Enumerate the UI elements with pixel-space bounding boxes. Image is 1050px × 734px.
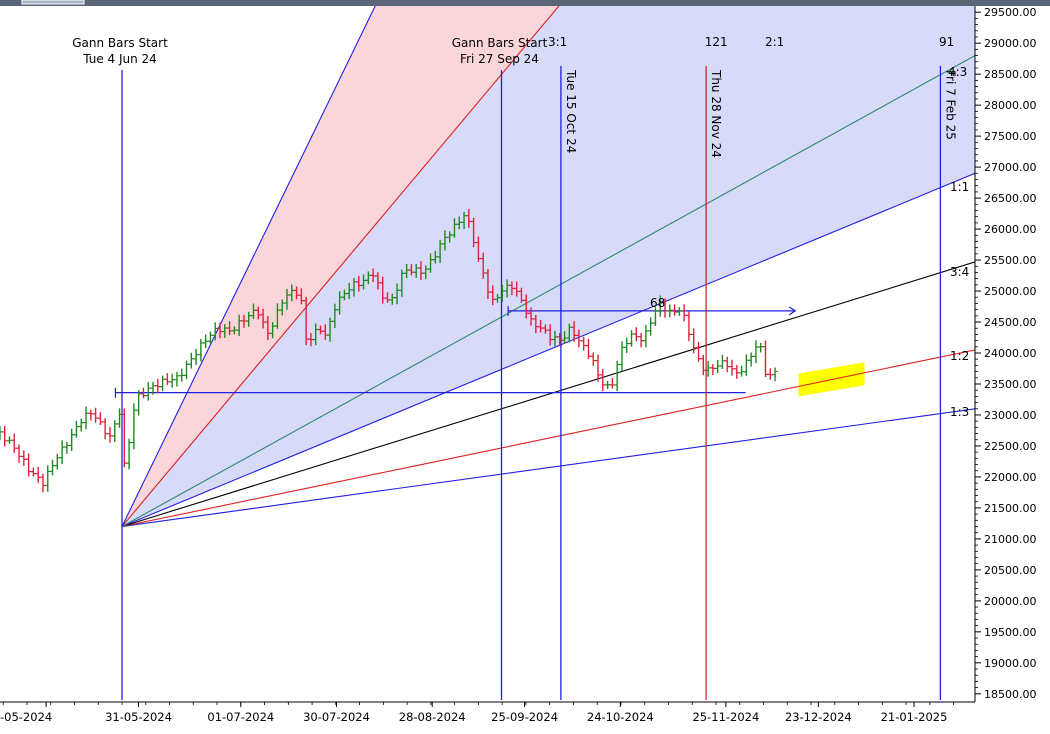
fan-line-3-4 (121, 261, 975, 528)
vline-sublabel-0: Tue 4 Jun 24 (82, 52, 157, 66)
annotation-layer: 1:3 1:2 3:4 1:1 4:3 2:1 3:1 68 Gann Bars Start Tu… (72, 35, 969, 419)
y-tick-label-0: 29500.00 (984, 6, 1037, 19)
vline-label-4: Fri 7 Feb 25 (943, 70, 957, 140)
cycle-count-0: 121 (705, 35, 728, 49)
x-tick-label-9: 21-01-2025 (881, 710, 948, 724)
x-tick-label-4: 28-08-2024 (399, 710, 466, 724)
y-tick-label-19: 20000.00 (984, 595, 1037, 608)
x-tick-label-3: 30-07-2024 (303, 710, 370, 724)
x-tick-label-1: 31-05-2024 (105, 710, 172, 724)
y-tick-label-5: 27000.00 (984, 161, 1037, 174)
x-tick-label-8: 23-12-2024 (785, 710, 852, 724)
y-tick-label-2: 28500.00 (984, 68, 1037, 81)
y-tick-label-8: 25500.00 (984, 254, 1037, 267)
y-tick-label-11: 24000.00 (984, 347, 1037, 360)
horizontal-lines-layer (114, 305, 797, 398)
y-tick-label-17: 21000.00 (984, 533, 1037, 546)
fan-lines-layer (121, 6, 975, 528)
y-tick-label-10: 24500.00 (984, 316, 1037, 329)
top-strip-tab (21, 0, 85, 5)
fan-label-3-4: 3:4 (950, 265, 969, 279)
hline-arrow-1 (788, 306, 797, 316)
fan-line-2-1 (121, 6, 560, 527)
y-tick-label-16: 21500.00 (984, 502, 1037, 515)
fan-label-2-1: 2:1 (765, 35, 784, 49)
x-tick-label-7: 25-11-2024 (692, 710, 759, 724)
vline-sublabel-1: Fri 27 Sep 24 (460, 52, 539, 66)
x-tick-label-6: 24-10-2024 (587, 710, 654, 724)
fan-label-1-3: 1:3 (950, 405, 969, 419)
y-tick-label-13: 23000.00 (984, 409, 1037, 422)
vline-label-2: Tue 15 Oct 24 (564, 69, 578, 153)
y-tick-label-22: 18500.00 (984, 688, 1037, 701)
y-tick-label-20: 19500.00 (984, 626, 1037, 639)
axis-layer: 29500.00 29000.00 28500.00 28000.00 27500.00… (0, 6, 1037, 724)
y-tick-label-14: 22500.00 (984, 440, 1037, 453)
y-tick-label-15: 22000.00 (984, 471, 1037, 484)
hline-label-1: 68 (650, 296, 665, 310)
fan-label-1-1: 1:1 (950, 180, 969, 194)
fan-line-1-1 (121, 172, 975, 528)
y-tick-label-9: 25000.00 (984, 285, 1037, 298)
top-strip (0, 0, 1050, 6)
y-tick-label-1: 29000.00 (984, 37, 1037, 50)
y-tick-label-21: 19000.00 (984, 657, 1037, 670)
fan-line-1-3 (121, 408, 975, 528)
fan-label-1-2: 1:2 (950, 349, 969, 363)
vline-label-0: Gann Bars Start (72, 36, 168, 50)
cycle-count-1: 91 (939, 35, 954, 49)
y-tick-label-3: 28000.00 (984, 99, 1037, 112)
vertical-lines-layer (121, 66, 942, 700)
y-tick-label-12: 23500.00 (984, 378, 1037, 391)
x-tick-label-2: 01-07-2024 (207, 710, 274, 724)
ohlc-bars-layer (0, 208, 778, 493)
fan-line-4-3 (121, 55, 975, 527)
fan-label-4-3: 4:3 (948, 65, 967, 79)
top-toolbar-strip (0, 0, 1050, 6)
y-tick-label-18: 20500.00 (984, 564, 1037, 577)
vline-label-3: Thu 28 Nov 24 (709, 69, 723, 158)
fan-line-3-1 (121, 6, 376, 527)
x-tick-label-0: -05-2024 (0, 710, 52, 724)
y-tick-label-7: 26000.00 (984, 223, 1037, 236)
vline-label-1: Gann Bars Start (452, 36, 548, 50)
y-tick-label-6: 26500.00 (984, 192, 1037, 205)
y-tick-label-4: 27500.00 (984, 130, 1037, 143)
fan-line-1-2 (121, 349, 975, 528)
fan-label-3-1: 3:1 (548, 35, 567, 49)
x-tick-label-5: 25-09-2024 (491, 710, 558, 724)
